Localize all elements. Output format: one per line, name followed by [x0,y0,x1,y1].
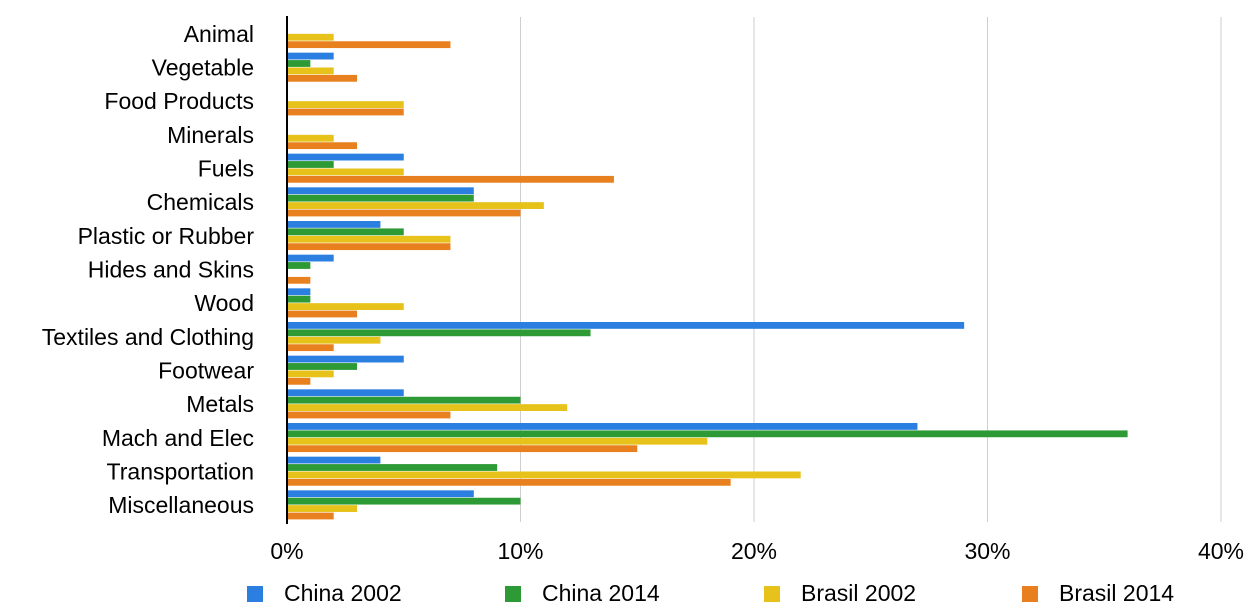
bar [287,377,311,385]
bar [287,310,358,318]
bar [287,67,334,75]
category-label: Metals [186,391,254,417]
bar [287,187,474,195]
category-label: Animal [184,21,254,47]
bar [287,329,591,337]
category-label: Chemicals [147,189,254,215]
bar [287,404,568,411]
bar [287,355,404,363]
category-label: Footwear [158,358,254,384]
legend-swatch [764,586,780,602]
category-labels: Animal Vegetable Food Products Minerals Fuel… [42,21,255,518]
legend: China 2002 China 2014 Brasil 2002 Brasil 20… [247,580,1174,606]
bar [287,464,498,471]
category-label: Transportation [107,459,254,485]
bar [287,411,451,419]
category-label: Minerals [167,122,254,148]
bar [287,505,358,512]
bar [287,262,311,269]
bar [287,478,731,486]
bar [287,490,474,498]
bar [287,423,918,430]
category-label: Hides and Skins [88,257,254,283]
category-label: Fuels [198,156,254,182]
bar [287,228,404,236]
bar [287,430,1128,438]
bar [287,288,311,296]
bar [287,153,404,161]
category-label: Food Products [104,88,254,114]
bar [287,497,521,505]
bar [287,243,451,251]
legend-swatch [1022,586,1038,602]
bar [287,322,965,329]
bar [287,161,334,168]
x-tick-label: 40% [1198,538,1244,564]
bar [287,60,311,67]
category-label: Wood [194,290,254,316]
bar [287,389,404,397]
bar [287,295,311,303]
bar [287,168,404,176]
bar [287,437,708,445]
bar [287,396,521,404]
legend-label: China 2014 [542,580,660,606]
legend-swatch [505,586,521,602]
bar [287,108,404,116]
bar [287,276,311,284]
category-label: Miscellaneous [108,492,254,518]
legend-swatch [247,586,263,602]
bar [287,456,381,464]
bar [287,512,334,520]
bar [287,344,334,352]
category-label: Textiles and Clothing [42,324,254,350]
bar [287,194,474,202]
legend-label: China 2002 [284,580,402,606]
bar [287,74,358,82]
bar [287,134,334,142]
category-label: Mach and Elec [102,425,254,451]
bar [287,41,451,49]
bar [287,52,334,60]
x-tick-labels: 0% 10% 20% 30% 40% [270,538,1244,564]
x-tick-label: 30% [964,538,1010,564]
bar [287,33,334,41]
x-tick-label: 10% [497,538,543,564]
bar [287,142,358,150]
bar [287,254,334,262]
x-tick-label: 0% [270,538,303,564]
legend-label: Brasil 2014 [1059,580,1174,606]
bar [287,363,358,370]
bar [287,445,638,453]
bar [287,202,544,209]
category-label: Vegetable [152,55,254,81]
bar [287,175,614,183]
legend-label: Brasil 2002 [801,580,916,606]
bar [287,221,381,228]
bar [287,303,404,310]
bar [287,235,451,243]
x-tick-label: 20% [731,538,777,564]
bar [287,209,521,217]
bar [287,101,404,108]
bar [287,471,801,479]
bar [287,336,381,344]
bars [287,33,1128,520]
bar [287,370,334,378]
category-label: Plastic or Rubber [78,223,255,249]
